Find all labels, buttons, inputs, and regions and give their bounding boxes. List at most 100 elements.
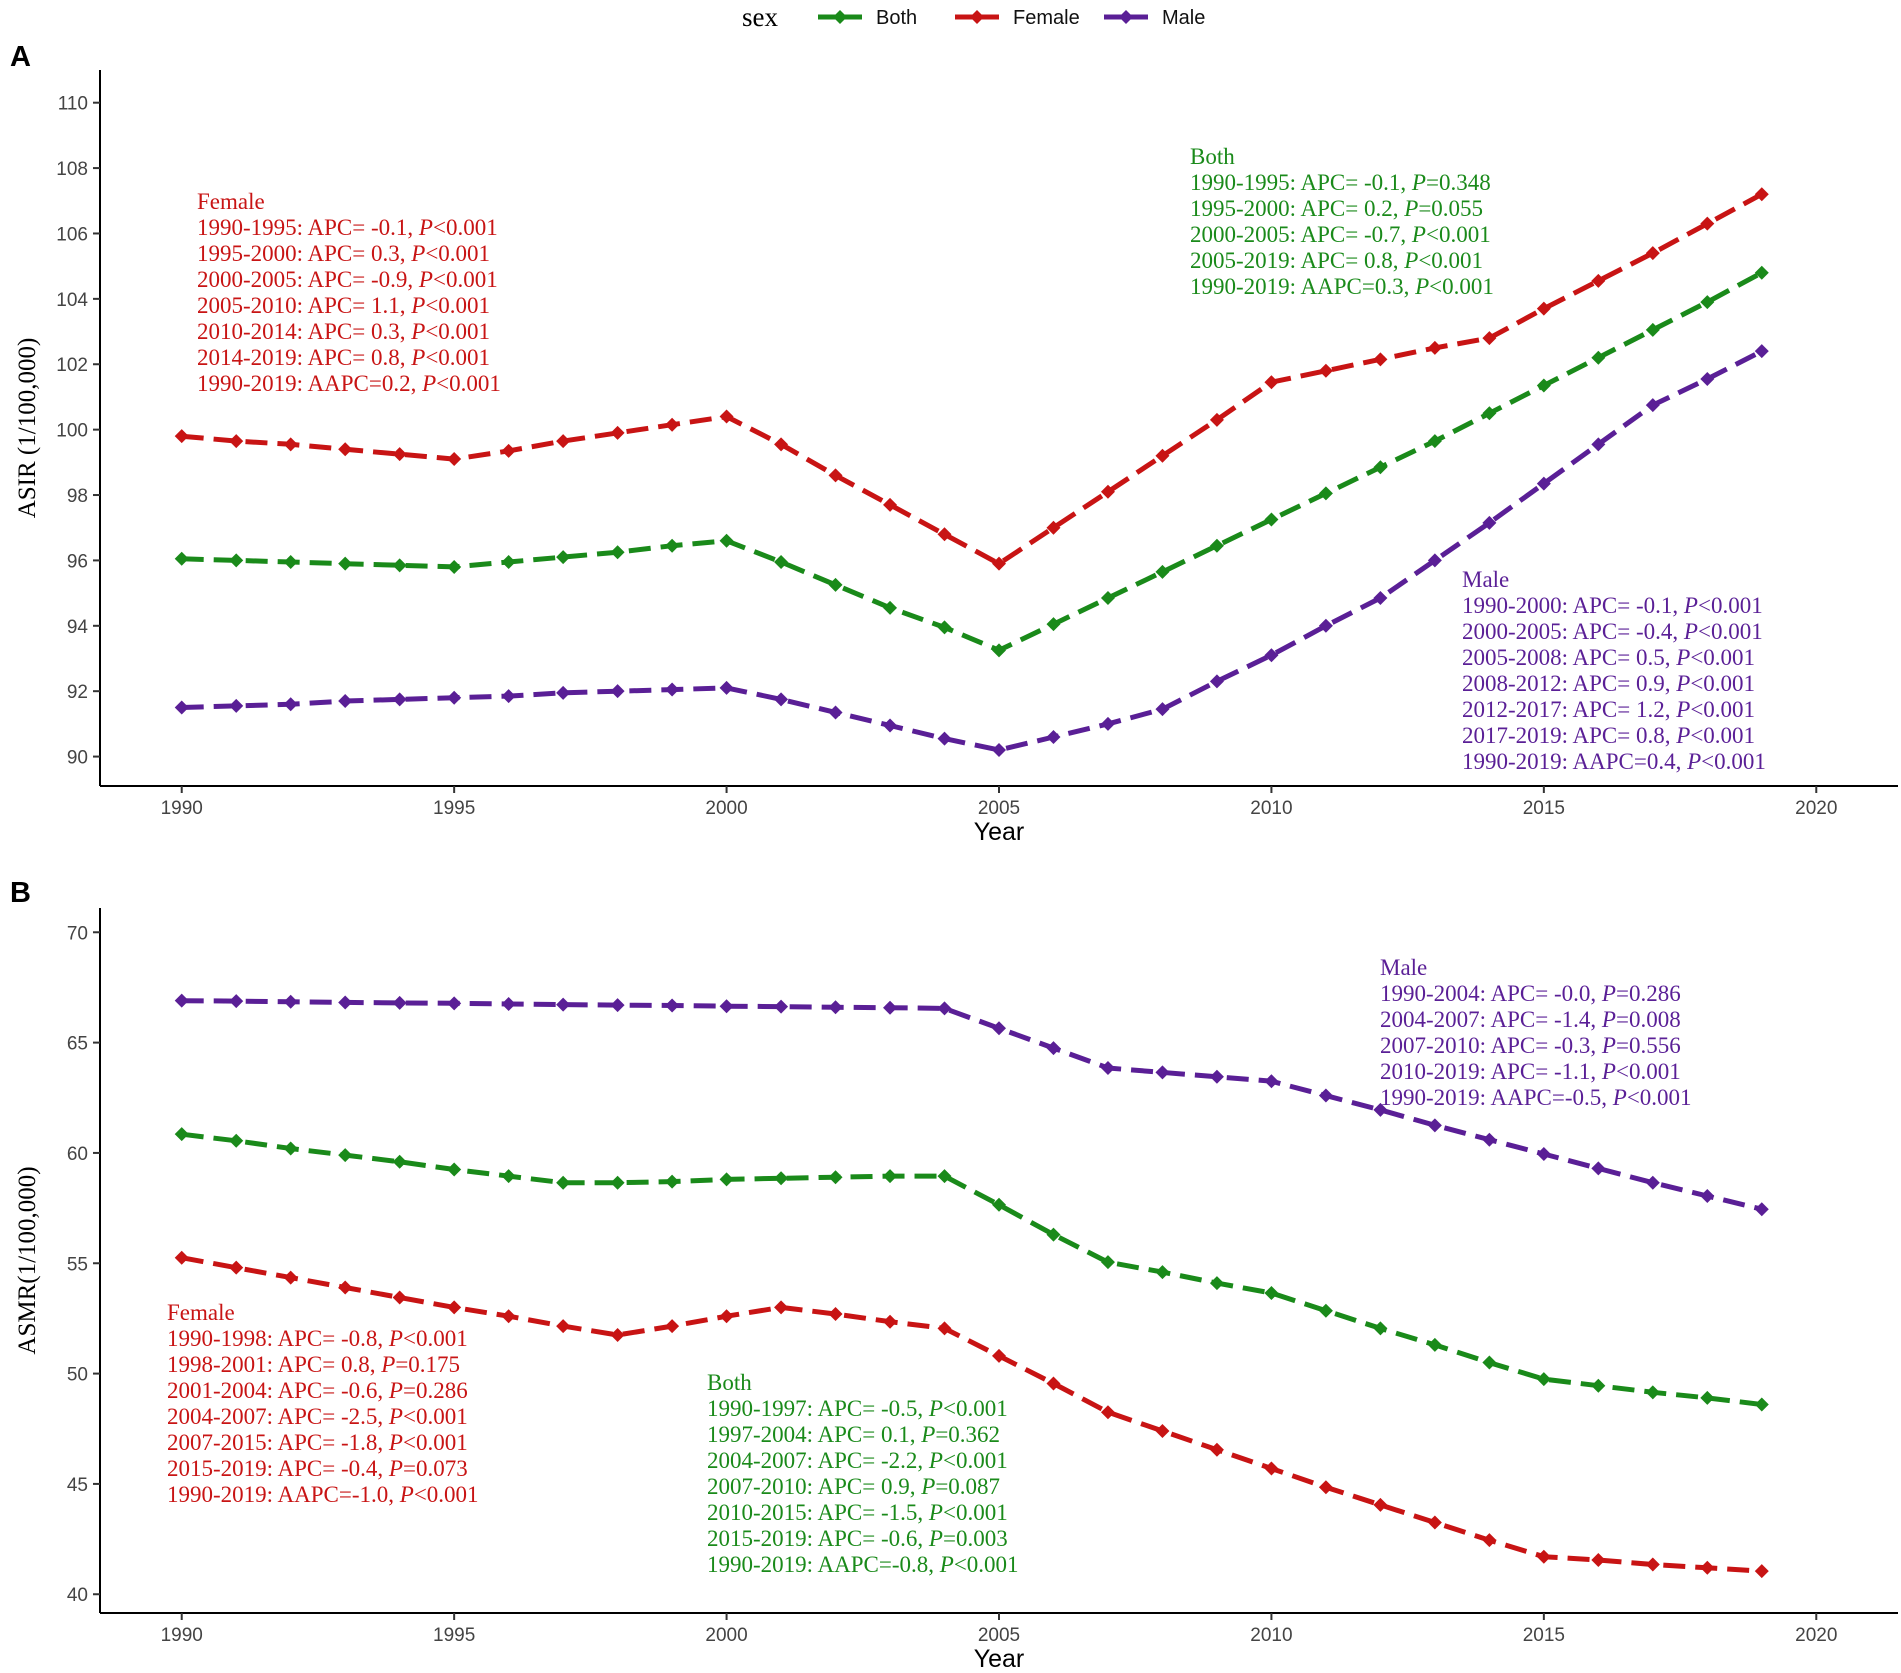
- data-point: [1754, 187, 1769, 202]
- y-axis-label: ASIR (1/100,000): [14, 338, 41, 519]
- annotation-title: Female: [197, 189, 265, 214]
- annotation-line: 1990-2004: APC= -0.0, P=0.286: [1380, 981, 1681, 1006]
- data-point: [883, 1000, 898, 1015]
- data-point: [1482, 1132, 1497, 1147]
- data-point: [338, 1148, 353, 1163]
- annotation-line: 1990-2019: AAPC=-0.5, P<0.001: [1380, 1085, 1692, 1110]
- annotation-line: 2007-2015: APC= -1.8, P<0.001: [167, 1430, 468, 1455]
- x-tick-label: 1990: [161, 798, 203, 819]
- annotation-title: Both: [707, 1370, 752, 1395]
- data-point: [174, 1127, 189, 1142]
- y-tick-label: 50: [67, 1365, 88, 1386]
- data-point: [1046, 1041, 1061, 1056]
- data-point: [392, 1290, 407, 1305]
- data-point: [174, 993, 189, 1008]
- data-point: [1155, 702, 1170, 717]
- annotation-title: Female: [167, 1300, 235, 1325]
- data-point: [556, 550, 571, 565]
- annotation-line: 2012-2017: APC= 1.2, P<0.001: [1462, 697, 1755, 722]
- data-point: [1264, 1461, 1279, 1476]
- data-point: [1754, 344, 1769, 359]
- data-point: [883, 600, 898, 615]
- data-point: [556, 434, 571, 449]
- data-point: [1209, 538, 1224, 553]
- series-line-both: [181, 270, 1763, 653]
- x-axis-label: Year: [974, 1645, 1025, 1673]
- data-point: [665, 417, 680, 432]
- annotation-line: 1997-2004: APC= 0.1, P=0.362: [707, 1422, 1000, 1447]
- data-point: [1645, 1175, 1660, 1190]
- annotation-line: 2000-2005: APC= -0.9, P<0.001: [197, 267, 498, 292]
- data-point: [1482, 331, 1497, 346]
- data-point: [338, 995, 353, 1010]
- series-male: [174, 993, 1769, 1217]
- annotation-line: 2005-2010: APC= 1.1, P<0.001: [197, 293, 490, 318]
- data-point: [338, 556, 353, 571]
- annotation-title: Both: [1190, 144, 1235, 169]
- x-tick-label: 2015: [1523, 1625, 1565, 1646]
- data-point: [174, 429, 189, 444]
- data-point: [719, 409, 734, 424]
- annotation-line: 2000-2005: APC= -0.4, P<0.001: [1462, 619, 1763, 644]
- data-point: [1536, 476, 1551, 491]
- data-point: [556, 685, 571, 700]
- data-point: [1318, 1480, 1333, 1495]
- data-point: [283, 1270, 298, 1285]
- y-tick-label: 104: [56, 290, 88, 311]
- annotation-line: 2015-2019: APC= -0.6, P=0.003: [707, 1526, 1008, 1551]
- data-point: [610, 425, 625, 440]
- data-point: [283, 994, 298, 1009]
- annotation-title: Male: [1380, 955, 1427, 980]
- x-tick-label: 1995: [433, 1625, 475, 1646]
- y-tick-label: 94: [67, 617, 89, 638]
- data-point: [1100, 1405, 1115, 1420]
- annotation-line: 1990-2019: AAPC=0.3, P<0.001: [1190, 274, 1494, 299]
- data-point: [665, 1174, 680, 1189]
- data-point: [1700, 1390, 1715, 1405]
- data-point: [610, 545, 625, 560]
- data-point: [883, 1169, 898, 1184]
- data-point: [1645, 398, 1660, 413]
- data-point: [1591, 437, 1606, 452]
- data-point: [229, 553, 244, 568]
- y-tick-label: 45: [67, 1475, 88, 1496]
- data-point: [1645, 322, 1660, 337]
- data-point: [992, 1348, 1006, 1363]
- data-point: [1700, 1560, 1715, 1575]
- annotation-line: 2010-2015: APC= -1.5, P<0.001: [707, 1500, 1008, 1525]
- data-point: [828, 1170, 843, 1185]
- data-point: [1482, 1533, 1497, 1548]
- data-point: [937, 1001, 952, 1016]
- data-point: [1591, 1553, 1606, 1568]
- data-point: [1536, 378, 1551, 393]
- x-tick-label: 2020: [1795, 798, 1837, 819]
- panel-a: A 90 92 94 96 98 100 102 104 106 108 110 1990 1995 200…: [10, 41, 1898, 846]
- data-point: [229, 698, 244, 713]
- data-point: [1754, 1397, 1769, 1412]
- data-point: [1373, 460, 1388, 475]
- data-point: [229, 1260, 244, 1275]
- data-point: [1427, 434, 1442, 449]
- data-point: [1209, 1276, 1224, 1291]
- data-point: [937, 620, 952, 635]
- data-point: [447, 1162, 462, 1177]
- annotation-line: 1990-2000: APC= -0.1, P<0.001: [1462, 593, 1763, 618]
- data-point: [501, 1309, 516, 1324]
- annotation-line: 2000-2005: APC= -0.7, P<0.001: [1190, 222, 1491, 247]
- data-point: [174, 700, 189, 715]
- annotation-title: Male: [1462, 567, 1509, 592]
- data-point: [1482, 1355, 1497, 1370]
- annotation-line: 2001-2004: APC= -0.6, P=0.286: [167, 1378, 468, 1403]
- data-point: [1373, 1102, 1388, 1117]
- x-tick-label: 2010: [1250, 1625, 1292, 1646]
- data-point: [937, 527, 952, 542]
- data-point: [1046, 1227, 1061, 1242]
- data-point: [1427, 1118, 1442, 1133]
- data-point: [338, 693, 353, 708]
- data-point: [392, 1154, 407, 1169]
- data-point: [1700, 216, 1715, 231]
- data-point: [883, 1314, 898, 1329]
- data-point: [937, 731, 952, 746]
